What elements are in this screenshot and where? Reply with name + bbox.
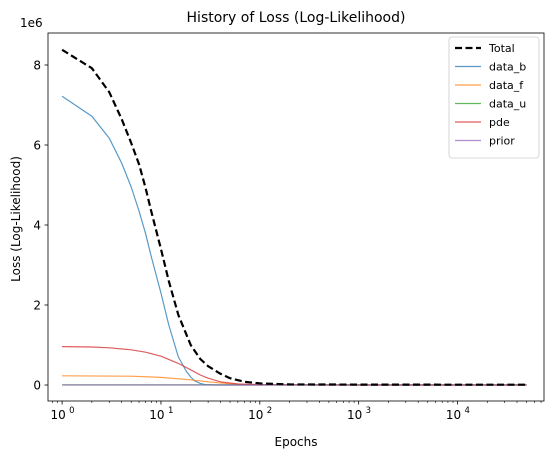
series-layer: [61, 48, 527, 386]
x-tick-label: 10: [347, 408, 362, 422]
chart-title: History of Loss (Log-Likelihood): [187, 10, 406, 26]
y-tick-label: 6: [33, 139, 41, 153]
x-tick-exponent: 2: [267, 406, 272, 416]
x-tick-exponent: 4: [465, 406, 470, 416]
axis-ticks: 0 2 4 6 8 10 0 10 1 10 2 10 3 10 4: [33, 59, 542, 422]
x-tick-label: 10: [149, 408, 164, 422]
legend-label: data_f: [489, 79, 524, 92]
plot-frame: [47, 32, 545, 402]
y-tick-label: 2: [33, 299, 41, 313]
y-tick-label: 8: [33, 59, 41, 73]
x-tick-label: 10: [446, 408, 461, 422]
x-tick-label: 10: [50, 408, 65, 422]
y-scale-label: 1e6: [20, 16, 43, 30]
y-tick-label: 0: [33, 379, 41, 393]
legend-label: prior: [489, 135, 515, 148]
y-tick-label: 4: [33, 219, 41, 233]
legend-box: [448, 36, 540, 159]
series-line-total: [61, 48, 527, 386]
legend-label: data_u: [489, 98, 526, 111]
x-tick-label: 10: [248, 408, 263, 422]
x-tick-exponent: 3: [366, 406, 371, 416]
legend-label: Total: [488, 42, 515, 55]
legend-label: pde: [489, 116, 510, 129]
x-axis-title: Epochs: [275, 435, 318, 449]
x-tick-exponent: 0: [69, 406, 74, 416]
y-axis-title: Loss (Log-Likelihood): [9, 156, 23, 282]
legend-label: data_b: [489, 61, 526, 74]
x-tick-exponent: 1: [168, 406, 173, 416]
